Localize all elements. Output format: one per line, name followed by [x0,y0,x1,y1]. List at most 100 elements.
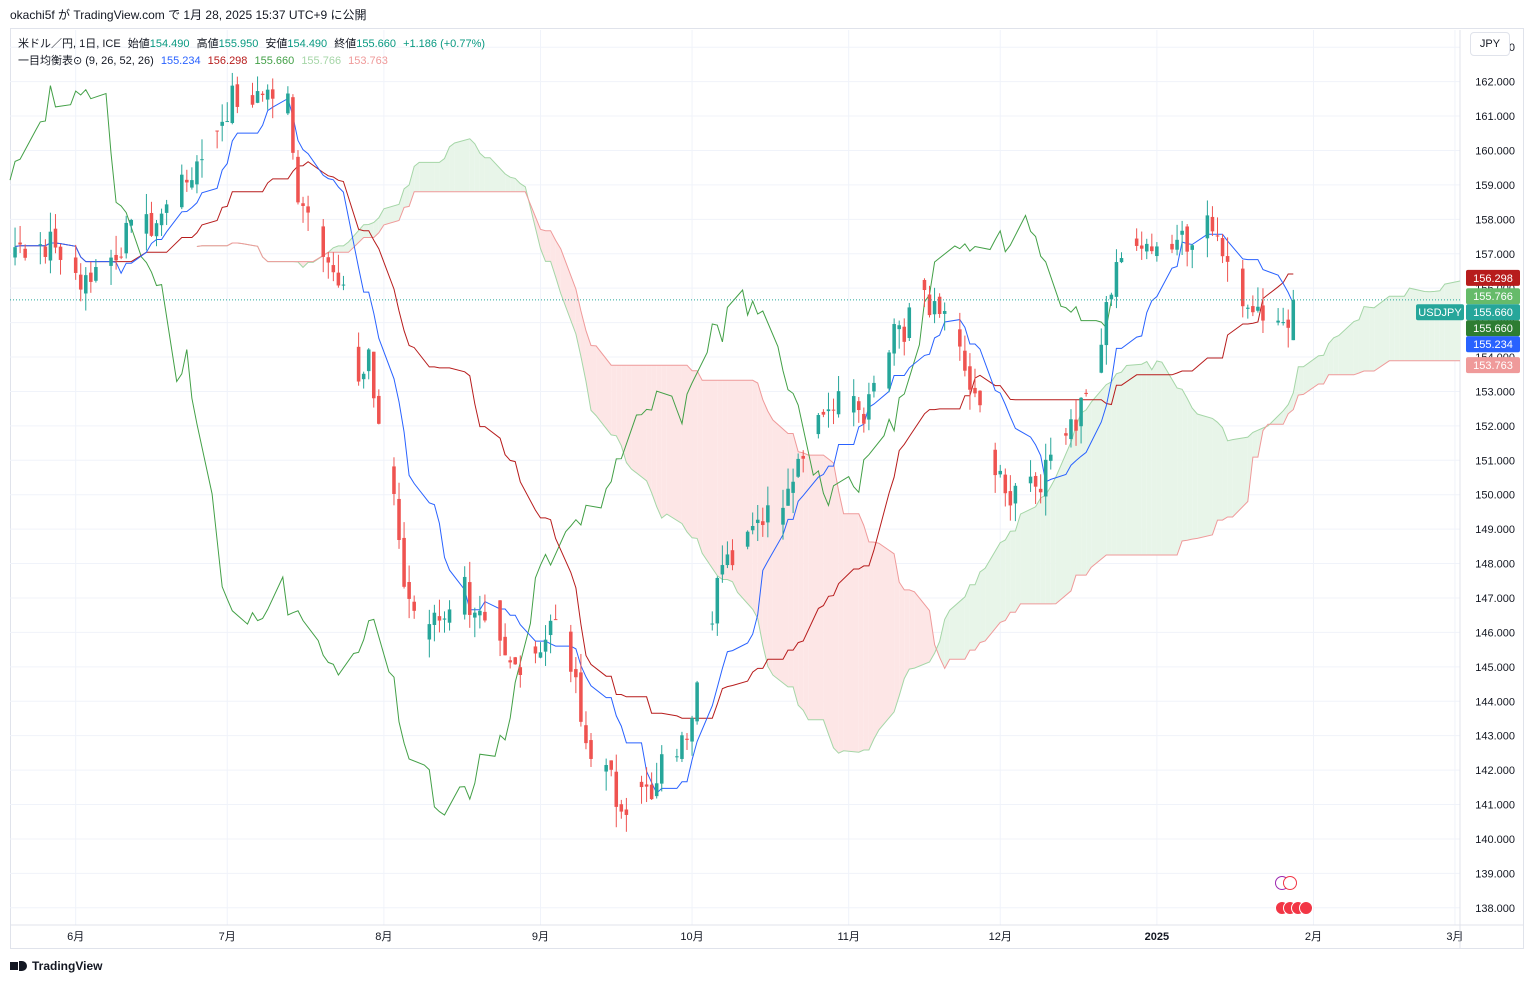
symbol-tag-text: USDJPY [1418,307,1462,319]
candle-body [1038,488,1043,493]
candle-body [1240,268,1245,307]
candle-body [513,657,517,665]
legend-close-label: 終値 [334,38,357,50]
us-flag-event-icon[interactable] [1299,901,1313,915]
kumo-cloud-segment [1035,497,1041,604]
candle-body [336,272,341,286]
candle-body [1008,491,1013,506]
candle-body [574,669,578,678]
kumo-cloud-segment [752,380,758,619]
candle-body [1185,226,1189,252]
y-tick-label: 159.000 [1475,180,1515,192]
kumo-cloud-segment [414,162,420,192]
kumo-cloud-segment [1151,361,1157,556]
candle-body [432,612,437,625]
candle-body [1048,454,1053,461]
kumo-cloud-segment [949,596,965,660]
kumo-cloud-segment [1434,290,1440,361]
candle-body [159,213,164,226]
candle-body [538,652,543,658]
candle-body [442,618,447,620]
candle-body [675,756,679,758]
kumo-cloud-segment [1146,361,1152,556]
candle-body [447,609,452,623]
candle-body [331,265,336,273]
kumo-cloud-segment [1197,414,1213,539]
candle-body [1033,475,1038,487]
y-tick-label: 139.000 [1475,868,1515,880]
kumo-cloud-segment [661,365,667,519]
candle-body [119,256,123,258]
y-tick-label: 148.000 [1475,559,1515,571]
kumo-cloud-segment [1404,288,1410,361]
chart-frame[interactable] [10,28,1524,949]
price-label-badge [1466,269,1520,286]
kumo-cloud-segment [520,183,526,192]
kijun-value: 156.298 [207,55,248,67]
kumo-cloud-segment [419,162,435,192]
candle-body [1013,485,1018,504]
kumo-cloud-segment [484,157,490,192]
x-tick-label: 9月 [532,931,549,943]
kumo-cloud-segment [914,591,930,669]
kumo-cloud-segment [828,459,834,748]
candle-body [73,257,78,273]
kumo-cloud-segment [737,380,753,610]
legend-symbol[interactable]: 米ドル／円, 1日, ICE [18,38,121,50]
kumo-cloud-segment [772,419,789,687]
candle-body [750,525,755,531]
candle-body [43,246,48,257]
kumo-cloud-segment [1086,402,1092,576]
footer-brand[interactable]: TradingView [10,959,102,973]
kumo-cloud-segment [510,177,516,192]
candle-body [619,804,624,812]
kumo-cloud-segment [1126,364,1142,556]
kumo-cloud-segment [1070,426,1077,591]
kumo-cloud-segment [1055,442,1071,604]
kumo-cloud-segment [505,173,511,192]
kumo-cloud-segment [646,365,652,493]
candle-body [766,505,770,523]
price-label-text: 155.234 [1473,339,1513,351]
candle-body [94,267,98,281]
legend-close: 155.660 [356,38,396,50]
kumo-cloud-segment [444,146,450,192]
indicator-name[interactable]: 一目均衡表⊙ (9, 26, 52, 26) [18,55,154,67]
dividend-event-icon[interactable] [1283,876,1297,890]
kumo-cloud-segment [616,365,622,446]
kumo-cloud-segment [808,455,824,720]
candle-body [872,382,876,392]
kumo-cloud-segment [1000,539,1006,623]
candle-body [412,601,416,611]
ichimoku-legend[interactable]: 一目均衡表⊙ (9, 26, 52, 26) 155.234 156.298 1… [18,52,392,68]
candle-body [887,352,891,389]
currency-button[interactable]: JPY [1470,32,1510,56]
y-tick-label: 160.000 [1475,145,1515,157]
kumo-cloud-segment [878,543,895,730]
kumo-cloud-segment [793,433,799,706]
candle-body [624,809,629,815]
kumo-cloud-segment [1187,398,1193,541]
kumo-cloud-segment [1323,343,1329,384]
legend-high-label: 高値 [196,38,219,50]
candle-body [1170,243,1174,250]
kumo-cloud-segment [540,229,546,262]
kumo-cloud-segment [1298,366,1304,396]
candle-body [371,351,376,399]
candle-body [1003,474,1008,494]
candle-body [286,93,290,114]
kumo-cloud-segment [1288,392,1294,414]
chikou-value: 155.660 [254,55,295,67]
candle-body [48,231,53,261]
kumo-cloud-segment [399,188,405,221]
candle-body [685,738,689,740]
candle-body [1246,307,1250,309]
kumo-cloud-segment [1333,335,1339,375]
candle-body [725,554,730,566]
kumo-cloud-segment [348,224,364,253]
price-label-text: 155.660 [1473,307,1513,319]
kumo-cloud-segment [858,513,864,753]
kumo-cloud-segment [843,513,859,753]
kumo-cloud-segment [717,380,723,580]
